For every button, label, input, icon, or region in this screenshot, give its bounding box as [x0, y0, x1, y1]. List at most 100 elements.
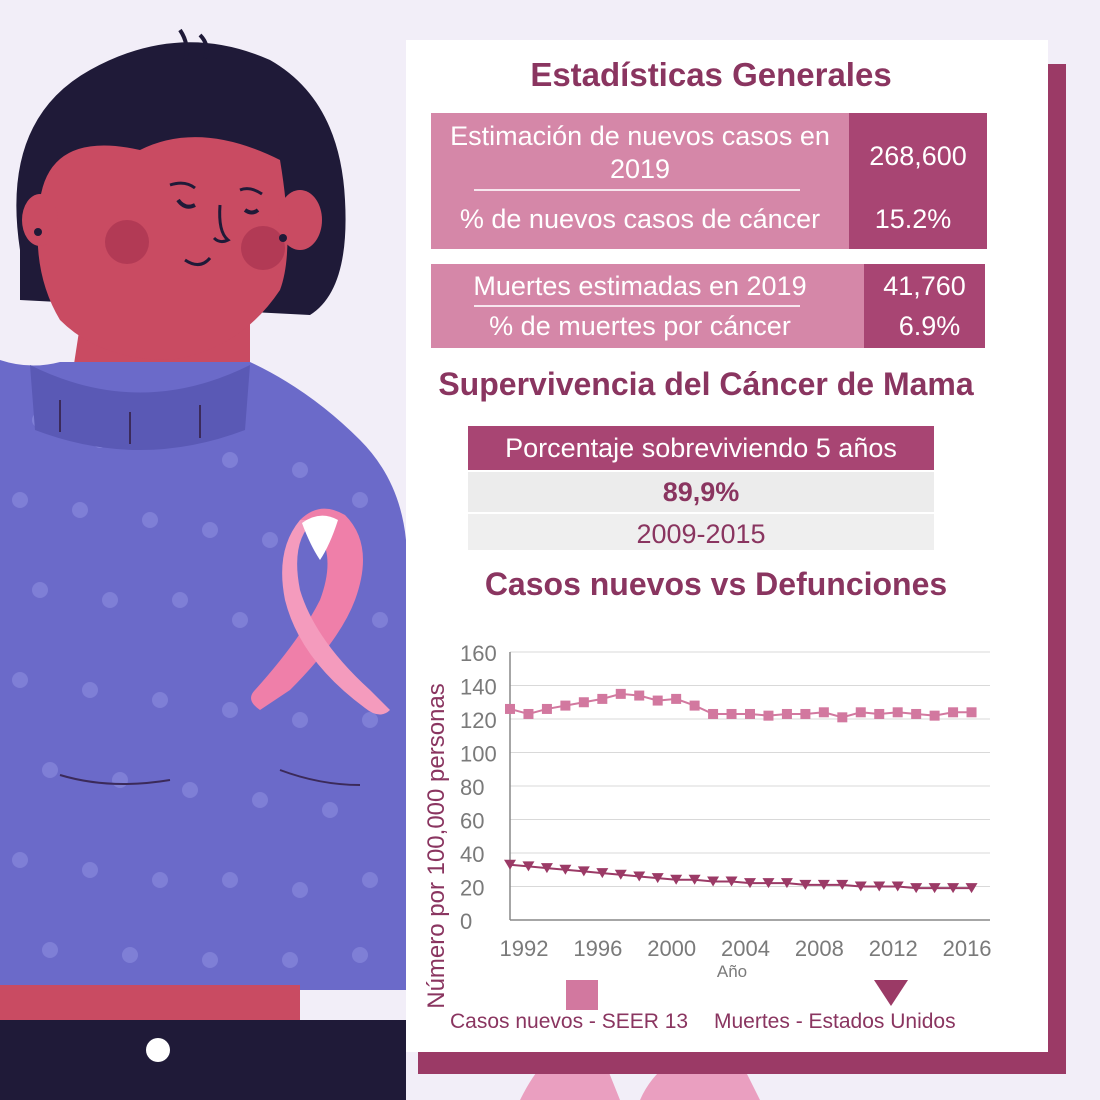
cases-point: [671, 693, 682, 704]
cases-vs-deaths-chart: 160 140 120 100 80 60 40 20 0 1992 1996 2000 2004 200…: [423, 641, 992, 1033]
y-tick-label: 100: [460, 742, 497, 767]
y-tick-label: 60: [460, 809, 484, 834]
x-tick-label: 2016: [943, 936, 992, 961]
deaths-point: [928, 883, 941, 894]
new-cases-value: 268,600: [869, 141, 967, 171]
right-ear: [22, 194, 58, 246]
cases-point: [541, 703, 552, 714]
deaths-point: [596, 868, 609, 879]
y-axis-label: Número por 100,000 personas: [423, 683, 450, 1009]
deaths-label: Muertes estimadas en 2019: [473, 271, 807, 301]
cases-point: [745, 708, 755, 719]
x-axis-label: Año: [717, 962, 747, 981]
deaths-point: [670, 874, 683, 885]
new-cases-label: Estimación de nuevos casos en 2019: [450, 121, 830, 184]
new-cases-pct-label: % de nuevos casos de cáncer: [459, 204, 821, 234]
x-tick-label: 2012: [869, 936, 918, 961]
deaths-point: [688, 874, 701, 885]
y-tick-label: 160: [460, 641, 497, 666]
pants-button: [146, 1038, 170, 1062]
cases-point: [818, 707, 829, 718]
pants: [0, 1020, 406, 1100]
cases-point: [911, 708, 922, 719]
cases-point: [726, 708, 737, 719]
legend-deaths-marker: [874, 980, 908, 1006]
cases-point: [597, 693, 608, 704]
deaths-point: [577, 866, 590, 877]
nose: [212, 204, 231, 244]
cases-point: [523, 708, 534, 719]
sweater-fold-lines: [59, 769, 361, 786]
deaths-pct-label: % de muertes por cáncer: [489, 311, 791, 341]
y-tick-label: 120: [460, 708, 497, 733]
deaths-point: [891, 881, 904, 892]
deaths-point: [614, 869, 627, 880]
deaths-pct-value: 6.9%: [898, 311, 961, 341]
survival-value: 89,9%: [468, 472, 934, 512]
pink-ribbon-icon: [251, 508, 390, 715]
waistband: [0, 985, 300, 1020]
stats-title: Estadísticas Generales: [530, 56, 892, 93]
x-tick-label: 2004: [721, 936, 770, 961]
cases-point: [505, 703, 515, 714]
deaths-point: [504, 859, 516, 870]
deaths-point: [854, 881, 867, 892]
cases-point: [855, 707, 866, 718]
cases-point: [578, 697, 589, 708]
cases-point: [874, 708, 885, 719]
y-tick-label: 40: [460, 842, 484, 867]
deaths-point: [762, 878, 775, 889]
x-tick-label: 2000: [647, 936, 696, 961]
cases-point: [929, 710, 940, 721]
x-tick-label: 2008: [795, 936, 844, 961]
survival-title: Supervivencia del Cáncer de Mama: [438, 366, 974, 402]
deaths-point: [725, 876, 738, 887]
deaths-point: [744, 878, 756, 889]
chart-title: Casos nuevos vs Defunciones: [484, 566, 948, 602]
deaths-point: [910, 883, 923, 894]
cases-point: [615, 688, 626, 699]
sweater-collar: [30, 365, 250, 450]
deaths-point: [522, 861, 535, 872]
new-cases-pct-value: 15.2%: [874, 204, 952, 234]
deaths-point: [965, 883, 978, 894]
deaths-point: [836, 879, 849, 890]
cases-point: [966, 707, 977, 718]
left-ear: [278, 190, 322, 250]
deaths-point: [633, 871, 646, 882]
mouth: [184, 256, 212, 266]
deaths-point: [540, 863, 553, 874]
deaths-value: 41,760: [883, 271, 966, 301]
legend-cases-swatch: [566, 980, 598, 1010]
cases-point: [892, 707, 903, 718]
y-tick-label: 0: [460, 909, 472, 934]
cases-point: [948, 707, 959, 718]
series-line-2: [509, 863, 972, 890]
survival-period: 2009-2015: [468, 514, 934, 550]
cases-point: [708, 708, 719, 719]
deaths-point: [873, 881, 886, 892]
survival-header: Porcentaje sobreviviendo 5 años: [468, 426, 934, 470]
y-tick-label: 20: [460, 876, 484, 901]
cases-point: [781, 708, 792, 719]
deaths-point: [651, 873, 664, 884]
y-tick-label: 140: [460, 675, 497, 700]
cases-point: [560, 700, 571, 711]
deaths-point: [799, 879, 812, 890]
y-tick-label: 80: [460, 775, 484, 800]
cases-point: [689, 700, 700, 711]
deaths-point: [817, 879, 830, 890]
legend-deaths-label: Muertes - Estados Unidos: [714, 1010, 956, 1033]
x-tick-label: 1992: [500, 936, 549, 961]
cases-point: [634, 690, 645, 701]
deaths-point: [780, 878, 793, 889]
deaths-point: [559, 864, 572, 875]
cases-point: [800, 708, 811, 719]
cases-point: [652, 695, 663, 706]
cases-point: [837, 712, 848, 723]
cases-point: [763, 710, 774, 721]
legend-cases-label: Casos nuevos - SEER 13: [450, 1010, 688, 1033]
face: [37, 137, 288, 360]
x-tick-label: 1996: [573, 936, 622, 961]
